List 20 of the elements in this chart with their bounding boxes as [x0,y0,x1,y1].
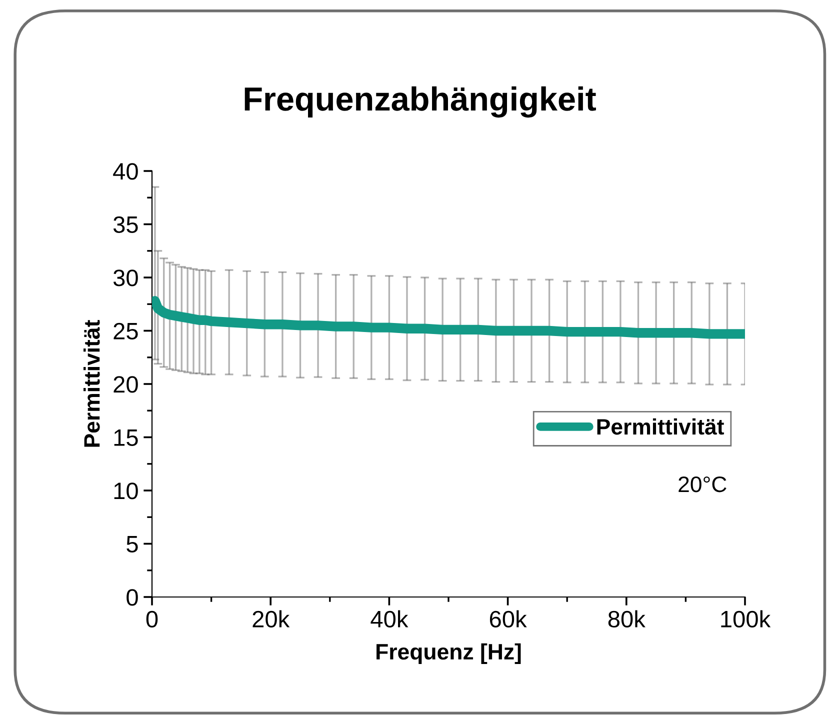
y-tick-label: 30 [113,270,138,286]
y-tick-label: 5 [126,536,138,553]
x-tick-label: 40k [370,610,408,628]
x-tick-label: 0 [146,610,158,628]
chart-title: Frequenzabhängigkeit [244,86,596,118]
x-tick-label: 20k [252,610,290,628]
y-tick-label: 35 [113,216,138,234]
legend-label: Permittivität [597,418,724,435]
y-tick-label: 10 [114,482,138,500]
x-tick-label: 80k [608,610,646,628]
x-tick-label: 100k [721,610,771,628]
y-tick-label: 40 [113,163,138,180]
x-tick-label: 60k [490,610,527,628]
y-tick-label: 20 [114,376,138,393]
y-tick-label: 0 [126,589,138,606]
x-axis-title: Frequenz [Hz] [376,643,521,664]
y-tick-label: 25 [114,322,138,340]
annotation: 20°C [678,476,726,492]
y-axis-title: Permittivität [83,320,100,447]
y-tick-label: 15 [114,430,138,446]
